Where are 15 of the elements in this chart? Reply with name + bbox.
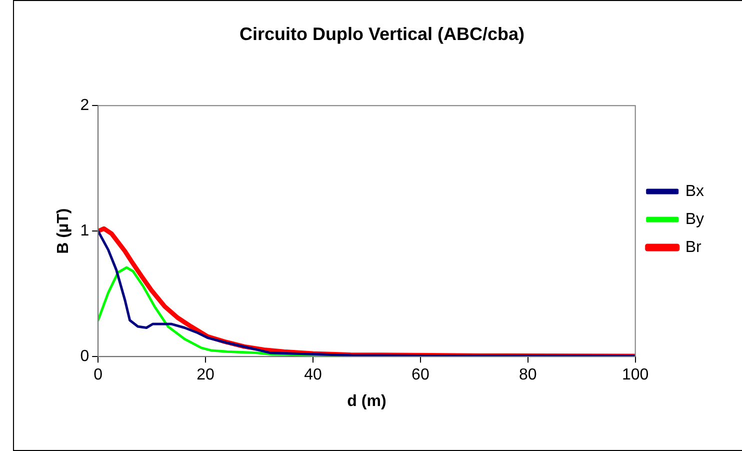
legend-label: Br bbox=[685, 238, 702, 256]
legend-label: By bbox=[685, 210, 704, 228]
x-axis-title: d (m) bbox=[347, 392, 386, 410]
x-tick-label: 0 bbox=[94, 366, 103, 384]
y-tick-label: 2 bbox=[80, 97, 90, 114]
x-tick-label: 80 bbox=[518, 366, 537, 384]
chart-title: Circuito Duplo Vertical (ABC/cba) bbox=[239, 24, 525, 44]
x-tick-label: 100 bbox=[622, 366, 649, 384]
y-tick-label: 1 bbox=[80, 222, 90, 240]
x-tick-label: 60 bbox=[412, 366, 430, 384]
x-tick-label: 20 bbox=[196, 366, 215, 384]
y-axis-title: B (µT) bbox=[55, 208, 72, 254]
legend-label: Bx bbox=[685, 182, 704, 200]
x-tick-label: 40 bbox=[304, 366, 322, 384]
y-tick-label: 0 bbox=[80, 348, 90, 366]
